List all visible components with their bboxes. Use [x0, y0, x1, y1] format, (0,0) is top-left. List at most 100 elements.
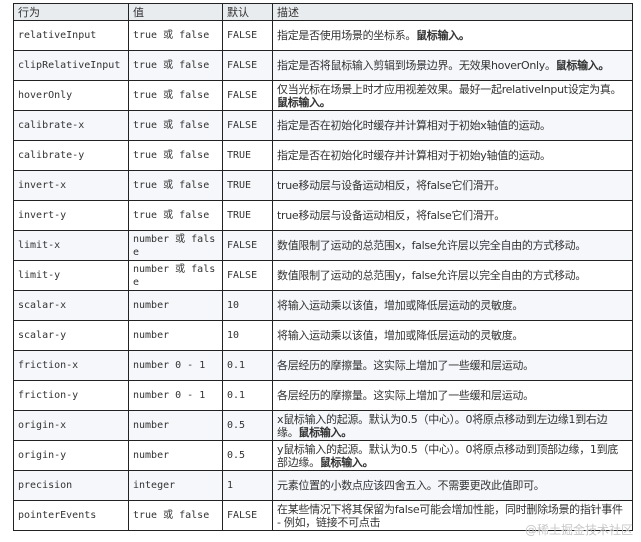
table-row: friction-x number 0 - 1 0.1 各层经历的摩擦量。这实际… — [13, 350, 633, 381]
table-row: origin-y number 0.5 y鼠标输入的起源。默认为0.5（中心）。… — [13, 440, 633, 471]
description-text: true移动层与设备运动相反，将false它们滑开。 — [277, 179, 505, 192]
option-description: 指定是否在初始化时缓存并计算相对于初始x轴值的运动。 — [272, 110, 633, 141]
table-row: invert-y true 或 false TRUE true移动层与设备运动相… — [13, 200, 633, 231]
option-value: number — [128, 410, 223, 441]
option-name: scalar-x — [13, 290, 129, 321]
table-row: relativeInput true 或 false FALSE 指定是否使用场… — [13, 20, 633, 51]
option-default: 0.5 — [222, 410, 273, 441]
table-row: limit-x number 或 false FALSE 数值限制了运动的总范围… — [13, 230, 633, 261]
description-text: 仅当光标在场景上时才应用视差效果。最好一起relativeInput设定为真。 — [277, 82, 622, 96]
description-text: y鼠标输入的起源。默认为0.5（中心）。0将原点移动到顶部边缘，1到底部边缘。 — [277, 442, 618, 469]
description-bold: 鼠标输入。 — [298, 425, 352, 439]
table-row: scalar-x number 10 将输入运动乘以该值，增加或降低层运动的灵敏… — [13, 290, 633, 321]
option-default: 10 — [222, 320, 273, 351]
table-row: friction-y number 0 - 1 0.1 各层经历的摩擦量。这实际… — [13, 380, 633, 411]
option-description: 将输入运动乘以该值，增加或降低层运动的灵敏度。 — [272, 320, 633, 351]
option-description: 指定是否将鼠标输入剪辑到场景边界。无效果hoverOnly。鼠标输入。 — [272, 50, 633, 81]
option-value: number — [128, 320, 223, 351]
description-text: 数值限制了运动的总范围x，false允许层以完全自由的方式移动。 — [277, 239, 587, 252]
option-description: 元素位置的小数点应该四舍五入。不需要更改此值即可。 — [272, 470, 633, 501]
option-description: 指定是否在初始化时缓存并计算相对于初始y轴值的运动。 — [272, 140, 633, 171]
description-text: 指定是否在初始化时缓存并计算相对于初始x轴值的运动。 — [277, 119, 551, 132]
option-value: number 或 false — [128, 230, 223, 261]
watermark: @稀土掘金技术社区 — [524, 523, 633, 537]
table-row: clipRelativeInput true 或 false FALSE 指定是… — [13, 50, 633, 81]
option-name: origin-x — [13, 410, 129, 441]
option-default: 0.1 — [222, 350, 273, 381]
option-value: true 或 false — [128, 200, 223, 231]
option-value: integer — [128, 470, 223, 501]
option-name: scalar-y — [13, 320, 129, 351]
description-bold: 鼠标输入。 — [277, 95, 331, 109]
header-value: 值 — [128, 3, 223, 21]
option-default: FALSE — [222, 260, 273, 291]
option-name: calibrate-y — [13, 140, 129, 171]
table-row: hoverOnly true 或 false FALSE 仅当光标在场景上时才应… — [13, 80, 633, 111]
option-default: 0.5 — [222, 440, 273, 471]
header-description: 描述 — [272, 3, 633, 21]
option-value: number — [128, 290, 223, 321]
option-description: 仅当光标在场景上时才应用视差效果。最好一起relativeInput设定为真。鼠… — [272, 80, 633, 111]
description-bold: 鼠标输入。 — [319, 455, 374, 469]
description-text: 各层经历的摩擦量。这实际上增加了一些缓和层运动。 — [277, 359, 534, 372]
option-description: 将输入运动乘以该值，增加或降低层运动的灵敏度。 — [272, 290, 633, 321]
table-row: pointerEvents true 或 false FALSE 在某些情况下将… — [13, 500, 633, 531]
option-description: 数值限制了运动的总范围x，false允许层以完全自由的方式移动。 — [272, 230, 633, 261]
option-name: precision — [13, 470, 129, 501]
option-default: FALSE — [222, 50, 273, 81]
option-default: 10 — [222, 290, 273, 321]
table-row: origin-x number 0.5 x鼠标输入的起源。默认为0.5（中心）。… — [13, 410, 633, 441]
option-name: friction-x — [13, 350, 129, 381]
option-value: true 或 false — [128, 140, 223, 171]
description-bold: 鼠标输入。 — [555, 59, 610, 72]
options-table: 行为 值 默认 描述 relativeInput true 或 false FA… — [13, 3, 633, 531]
option-description: 各层经历的摩擦量。这实际上增加了一些缓和层运动。 — [272, 380, 633, 411]
description-text: x鼠标输入的起源。默认为0.5（中心）。0将原点移动到左边缘1到右边缘。 — [277, 412, 608, 439]
option-description: 在某些情况下将其保留为false可能会增加性能，同时删除场景的指针事件 - 例如… — [272, 500, 633, 531]
table-row: scalar-y number 10 将输入运动乘以该值，增加或降低层运动的灵敏… — [13, 320, 633, 351]
description-text: 指定是否将鼠标输入剪辑到场景边界。无效果hoverOnly。 — [277, 59, 556, 72]
table-row: invert-x true 或 false TRUE true移动层与设备运动相… — [13, 170, 633, 201]
option-name: hoverOnly — [13, 80, 129, 111]
description-text: 在某些情况下将其保留为false可能会增加性能，同时删除场景的指针事件 - 例如… — [277, 502, 623, 529]
option-default: FALSE — [222, 500, 273, 531]
description-text: 元素位置的小数点应该四舍五入。不需要更改此值即可。 — [277, 479, 545, 492]
option-default: TRUE — [222, 200, 273, 231]
option-name: origin-y — [13, 440, 129, 471]
header-behavior: 行为 — [13, 3, 129, 21]
description-text: 指定是否使用场景的坐标系。 — [277, 29, 417, 42]
table-row: calibrate-y true 或 false TRUE 指定是否在初始化时缓… — [13, 140, 633, 171]
table-row: calibrate-x true 或 false FALSE 指定是否在初始化时… — [13, 110, 633, 141]
option-description: 各层经历的摩擦量。这实际上增加了一些缓和层运动。 — [272, 350, 633, 381]
option-value: true 或 false — [128, 170, 223, 201]
option-default: TRUE — [222, 170, 273, 201]
option-value: true 或 false — [128, 50, 223, 81]
option-name: friction-y — [13, 380, 129, 411]
description-bold: 鼠标输入。 — [416, 29, 470, 42]
option-value: number 0 - 1 — [128, 380, 223, 411]
option-name: invert-x — [13, 170, 129, 201]
description-text: 数值限制了运动的总范围y，false允许层以完全自由的方式移动。 — [277, 269, 587, 282]
option-value: true 或 false — [128, 110, 223, 141]
option-value: number 0 - 1 — [128, 350, 223, 381]
option-name: limit-x — [13, 230, 129, 261]
option-name: pointerEvents — [13, 500, 129, 531]
option-value: true 或 false — [128, 500, 223, 531]
option-value: true 或 false — [128, 20, 223, 51]
description-text: 将输入运动乘以该值，增加或降低层运动的灵敏度。 — [277, 299, 524, 312]
option-description: true移动层与设备运动相反，将false它们滑开。 — [272, 170, 633, 201]
option-value: number 或 false — [128, 260, 223, 291]
option-description: y鼠标输入的起源。默认为0.5（中心）。0将原点移动到顶部边缘，1到底部边缘。鼠… — [272, 440, 633, 471]
header-default: 默认 — [222, 3, 273, 21]
option-default: FALSE — [222, 20, 273, 51]
option-name: limit-y — [13, 260, 129, 291]
option-description: 指定是否使用场景的坐标系。鼠标输入。 — [272, 20, 633, 51]
option-default: FALSE — [222, 110, 273, 141]
option-name: clipRelativeInput — [13, 50, 129, 81]
description-text: 各层经历的摩擦量。这实际上增加了一些缓和层运动。 — [277, 389, 534, 402]
option-default: FALSE — [222, 230, 273, 261]
option-default: 0.1 — [222, 380, 273, 411]
option-default: FALSE — [222, 80, 273, 111]
option-name: relativeInput — [13, 20, 129, 51]
option-name: invert-y — [13, 200, 129, 231]
